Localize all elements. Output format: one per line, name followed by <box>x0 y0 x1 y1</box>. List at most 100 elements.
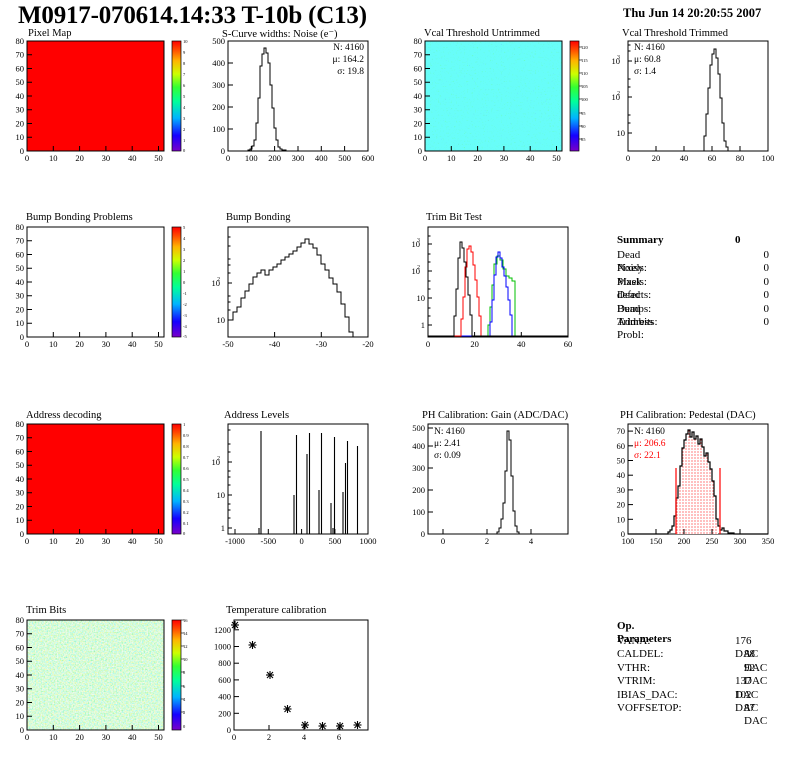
stat-mu: μ: 206.6 <box>634 439 666 449</box>
svg-text:0: 0 <box>183 724 186 729</box>
svg-text:40: 40 <box>16 670 25 680</box>
y-tick-labels: 0 10 20 30 40 50 60 70 80 <box>16 419 25 539</box>
svg-text:200: 200 <box>412 485 425 495</box>
panel-title: Pixel Map <box>28 28 72 39</box>
svg-text:30: 30 <box>16 105 25 115</box>
svg-text:20: 20 <box>16 305 25 315</box>
svg-text:1000: 1000 <box>360 536 377 546</box>
svg-text:300: 300 <box>734 536 747 546</box>
svg-text:1: 1 <box>421 320 425 330</box>
stats-box: N: 4160 μ: 206.6 σ: 22.1 <box>634 426 665 462</box>
svg-text:20: 20 <box>16 698 25 708</box>
panel-title: Temperature calibration <box>226 605 327 616</box>
svg-text:30: 30 <box>102 536 111 546</box>
panel-title: Address Levels <box>224 410 290 421</box>
address-levels-plot: -1000 -500 0 500 1000 110 102 <box>212 423 377 546</box>
svg-text:150: 150 <box>650 536 663 546</box>
svg-text:3: 3 <box>417 238 420 244</box>
svg-text:10: 10 <box>412 266 421 276</box>
svg-text:10: 10 <box>217 315 226 325</box>
stat-n: N: 4160 <box>333 43 364 53</box>
svg-text:80: 80 <box>16 419 25 429</box>
y-tick-labels: 10 102 <box>212 277 226 325</box>
row-value: 102 DAC <box>735 688 759 714</box>
svg-text:20: 20 <box>652 153 661 163</box>
panel-bump-bonding: Bump Bonding -50 -40 -30 -20 <box>198 212 398 350</box>
x-tick-labels: 0 20 40 60 <box>426 339 572 349</box>
svg-text:100: 100 <box>622 536 635 546</box>
summary-heading-value: 0 <box>735 234 741 246</box>
svg-text:60: 60 <box>564 339 573 349</box>
svg-text:4: 4 <box>183 697 186 702</box>
svg-text:30: 30 <box>102 732 111 742</box>
svg-text:10: 10 <box>212 278 221 288</box>
svg-text:20: 20 <box>470 339 479 349</box>
svg-text:0: 0 <box>226 153 230 163</box>
svg-text:10: 10 <box>617 128 626 138</box>
svg-text:0: 0 <box>25 536 29 546</box>
row-value: 0 <box>763 315 770 328</box>
svg-text:-50: -50 <box>222 339 233 349</box>
x-tick-labels: 0 10 20 30 40 50 <box>25 153 163 163</box>
svg-text:2: 2 <box>485 536 489 546</box>
svg-text:20: 20 <box>75 732 84 742</box>
svg-text:10: 10 <box>447 153 456 163</box>
x-tick-labels: 0 100 200 300 400 500 600 <box>226 153 375 163</box>
svg-text:1200: 1200 <box>214 625 231 635</box>
stat-mu: μ: 164.2 <box>332 55 364 65</box>
stats-box: N: 4160 μ: 2.41 σ: 0.09 <box>434 426 465 462</box>
y-tick-labels: 0 10 20 30 40 50 60 70 <box>617 426 626 539</box>
x-tick-labels: 0 10 20 30 40 50 <box>25 339 163 349</box>
svg-text:70: 70 <box>16 629 25 639</box>
stat-sigma: σ: 22.1 <box>634 451 661 461</box>
y-tick-labels: 0 10 20 30 40 50 60 70 80 <box>16 222 25 342</box>
svg-text:110: 110 <box>581 71 588 76</box>
stat-n: N: 4160 <box>634 427 665 437</box>
svg-text:30: 30 <box>102 153 111 163</box>
x-tick-labels: -1000 -500 0 500 1000 <box>225 536 376 546</box>
row-label: VTRIM: <box>617 675 656 688</box>
svg-text:0: 0 <box>232 732 236 742</box>
row-label: Noisy Pixels: <box>617 262 647 288</box>
y-tick-labels: 110 102 <box>212 456 226 533</box>
svg-text:-500: -500 <box>261 536 277 546</box>
svg-text:10: 10 <box>16 132 25 142</box>
svg-text:30: 30 <box>617 485 626 495</box>
stat-sigma: σ: 19.8 <box>337 67 364 77</box>
panel-temperature-calibration: Temperature calibration <box>198 600 398 748</box>
svg-text:10: 10 <box>183 657 188 662</box>
svg-text:20: 20 <box>16 502 25 512</box>
report-timestamp: Thu Jun 14 20:20:55 2007 <box>623 6 762 20</box>
svg-text:5: 5 <box>183 94 186 99</box>
svg-text:40: 40 <box>16 474 25 484</box>
svg-text:2: 2 <box>217 456 220 462</box>
svg-text:105: 105 <box>581 84 589 89</box>
svg-text:4: 4 <box>302 732 307 742</box>
trim-bit-test-plot: 0 20 40 60 110 102 103 <box>412 226 572 349</box>
svg-text:40: 40 <box>128 153 137 163</box>
svg-text:20: 20 <box>617 500 626 510</box>
svg-text:10: 10 <box>16 318 25 328</box>
svg-text:0: 0 <box>183 531 186 536</box>
x-tick-labels: 0 10 20 30 40 50 <box>25 732 163 742</box>
svg-text:300: 300 <box>292 153 305 163</box>
svg-text:-1: -1 <box>183 291 187 296</box>
svg-text:0.6: 0.6 <box>183 466 189 471</box>
x-tick-labels: -50 -40 -30 -20 <box>222 339 373 349</box>
panel-address-levels: Address Levels <box>198 406 398 551</box>
row-label: IBIAS_DAC: <box>617 688 678 701</box>
svg-text:0: 0 <box>626 153 630 163</box>
svg-text:50: 50 <box>16 656 25 666</box>
svg-text:40: 40 <box>128 339 137 349</box>
svg-text:120: 120 <box>581 45 589 50</box>
svg-text:200: 200 <box>218 708 231 718</box>
svg-text:0: 0 <box>20 146 24 156</box>
svg-text:0: 0 <box>20 725 24 735</box>
row-label: VOFFSETOP: <box>617 701 682 714</box>
x-tick-labels: 100 150 200 250 300 350 <box>622 536 775 546</box>
svg-text:2: 2 <box>217 277 220 283</box>
